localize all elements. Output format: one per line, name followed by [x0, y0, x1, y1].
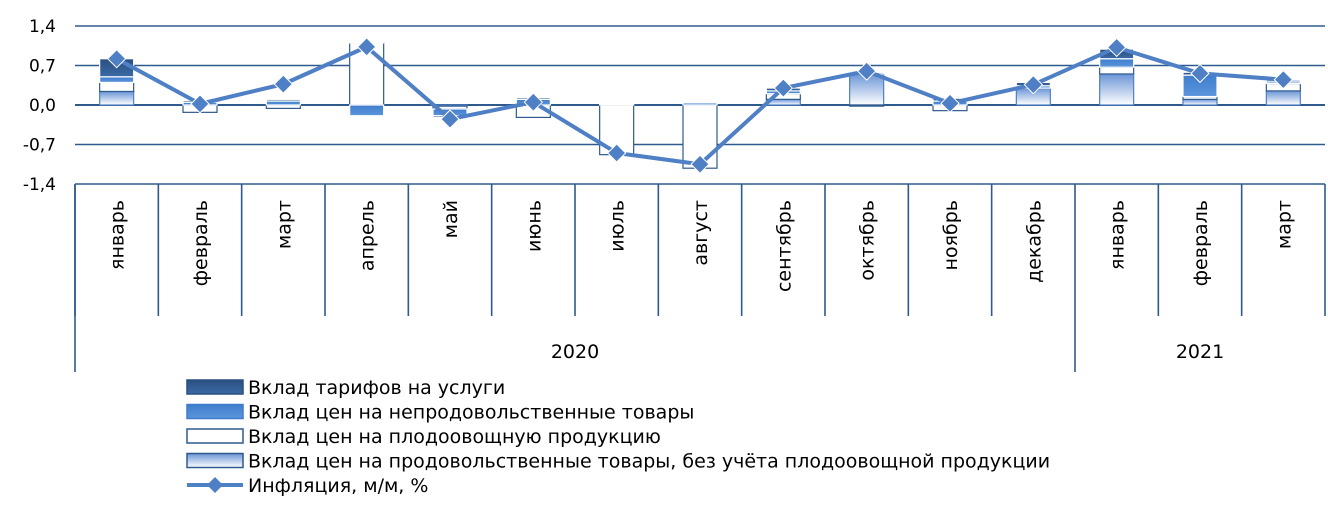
inflation-marker	[1273, 69, 1294, 90]
x-tick-label: май	[440, 200, 462, 238]
legend-swatch	[186, 452, 244, 469]
y-tick-label: 0,7	[29, 57, 56, 77]
bar-food	[1265, 90, 1301, 106]
y-tick-label: 0,0	[29, 96, 56, 116]
x-tick-label: февраль	[190, 200, 212, 286]
inflation-marker	[1023, 74, 1044, 95]
bar-food	[1099, 73, 1135, 106]
inflation-marker	[106, 49, 127, 69]
y-tick-label: -0,7	[23, 136, 56, 156]
x-tick-label: ноябрь	[940, 200, 962, 270]
year-label: 2020	[551, 341, 599, 363]
legend-swatch	[186, 379, 244, 395]
bar-services	[682, 101, 718, 104]
inflation-line-series	[106, 37, 1294, 174]
x-tick-label: март	[273, 200, 295, 249]
legend-swatch	[186, 428, 244, 444]
legend-diamond-icon	[207, 477, 223, 493]
bar-veg	[99, 81, 135, 93]
bar-nonfood	[349, 104, 385, 117]
inflation-marker	[773, 78, 794, 98]
inflation-marker	[356, 37, 377, 57]
inflation-marker	[190, 94, 210, 114]
x-tick-label: сентябрь	[773, 200, 795, 292]
y-axis-tick-labels: 1,4 0,7 0,0 -0,7 -1,4	[23, 17, 56, 195]
bar-veg	[1099, 66, 1135, 75]
inflation-marker	[440, 109, 460, 129]
y-tick-label: -1,4	[23, 175, 56, 195]
bar-services	[265, 98, 301, 102]
x-tick-label: апрель	[357, 200, 379, 271]
bar-services	[599, 102, 635, 105]
year-label: 2021	[1176, 341, 1224, 363]
x-tick-label: февраль	[1190, 200, 1212, 286]
legend-label: Вклад цен на плодоовощную продукцию	[248, 426, 661, 448]
legend: Вклад тарифов на услуги Вклад цен на непр…	[186, 377, 1050, 497]
legend-item-line: Инфляция, м/м, %	[187, 475, 428, 497]
legend-label: Вклад тарифов на услуги	[248, 377, 505, 399]
x-tick-label: июнь	[523, 200, 545, 252]
inflation-marker	[523, 92, 544, 112]
inflation-marker	[606, 143, 627, 163]
legend-item-food: Вклад цен на продовольственные товары, б…	[186, 451, 1050, 473]
legend-item-veg: Вклад цен на плодоовощную продукцию	[186, 426, 661, 448]
x-tick-label: август	[690, 200, 712, 266]
bar-nonfood	[99, 76, 135, 84]
legend-label: Вклад цен на непродовольственные товары	[248, 402, 694, 424]
legend-item-services: Вклад тарифов на услуги	[186, 377, 505, 399]
bar-food	[99, 90, 135, 106]
bar-nonfood	[1099, 58, 1135, 68]
stacked-bars	[99, 41, 1301, 169]
x-tick-label: март	[1273, 200, 1295, 249]
x-tick-label: октябрь	[857, 200, 879, 281]
legend-swatch	[186, 403, 244, 420]
inflation-marker	[856, 61, 877, 81]
bar-food	[1182, 98, 1218, 106]
inflation-marker	[940, 93, 960, 114]
x-tick-label: январь	[1107, 200, 1129, 270]
x-tick-label: июль	[607, 200, 629, 252]
x-axis: январь февраль март апрель май июнь июль август…	[74, 184, 1326, 372]
legend-item-nonfood: Вклад цен на непродовольственные товары	[186, 402, 694, 424]
y-tick-label: 1,4	[29, 17, 56, 37]
inflation-marker	[273, 74, 294, 94]
x-tick-label: январь	[107, 200, 129, 270]
inflation-marker	[1190, 63, 1210, 84]
inflation-marker	[690, 154, 710, 174]
inflation-marker	[1106, 37, 1127, 58]
legend-label: Инфляция, м/м, %	[248, 475, 428, 497]
legend-label: Вклад цен на продовольственные товары, б…	[248, 451, 1050, 473]
x-tick-label: декабрь	[1023, 200, 1045, 283]
bar-veg	[849, 104, 885, 107]
